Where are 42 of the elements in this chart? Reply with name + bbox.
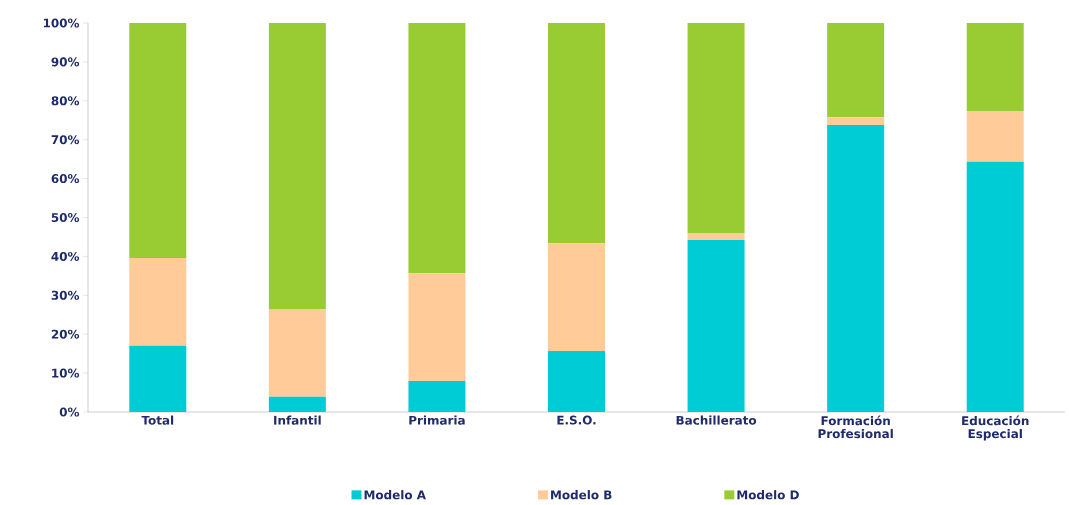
y-tick-label: 30% bbox=[51, 290, 80, 300]
bar bbox=[548, 351, 605, 413]
x-tick-label: Formación Profesional bbox=[818, 415, 893, 439]
y-tick-label: 20% bbox=[51, 329, 80, 339]
bar bbox=[268, 309, 326, 397]
y-tick-label: 40% bbox=[51, 252, 80, 262]
x-tick-label: Infantil bbox=[274, 415, 321, 425]
bar bbox=[687, 240, 745, 413]
y-tick-label: 10% bbox=[52, 368, 80, 378]
bar bbox=[827, 125, 885, 413]
bar bbox=[129, 23, 187, 259]
bar bbox=[408, 23, 466, 274]
bar bbox=[548, 23, 605, 244]
bar bbox=[966, 111, 1024, 163]
bar bbox=[827, 23, 885, 118]
y-tick-label: 50% bbox=[51, 213, 80, 223]
x-tick-label: E.S.O. bbox=[557, 415, 596, 425]
bar bbox=[408, 381, 466, 413]
x-tick-label: Total bbox=[141, 415, 174, 425]
bar bbox=[408, 273, 466, 382]
x-tick-label: Educación Especial bbox=[962, 415, 1029, 441]
bar bbox=[268, 397, 326, 413]
legend-label: Modelo D bbox=[737, 490, 799, 500]
bar bbox=[687, 23, 745, 234]
y-tick-label: 70% bbox=[51, 135, 80, 145]
y-tick-label: 90% bbox=[51, 57, 80, 67]
bar bbox=[129, 258, 187, 347]
legend-label: Modelo B bbox=[551, 490, 612, 500]
bar bbox=[966, 23, 1024, 112]
bar bbox=[268, 23, 326, 310]
y-tick-label: 0% bbox=[59, 407, 80, 417]
x-tick-label: Primaria bbox=[409, 415, 465, 425]
bar bbox=[827, 117, 885, 126]
x-tick-label: Bachillerato bbox=[676, 415, 757, 425]
legend-label: Modelo A bbox=[364, 490, 426, 500]
y-tick-label: 60% bbox=[51, 174, 80, 184]
bar bbox=[687, 233, 745, 241]
y-tick-label: 80% bbox=[51, 96, 80, 106]
bar bbox=[966, 162, 1024, 413]
y-tick-label: 100% bbox=[43, 18, 80, 28]
bar bbox=[548, 243, 605, 352]
bar bbox=[129, 346, 187, 413]
